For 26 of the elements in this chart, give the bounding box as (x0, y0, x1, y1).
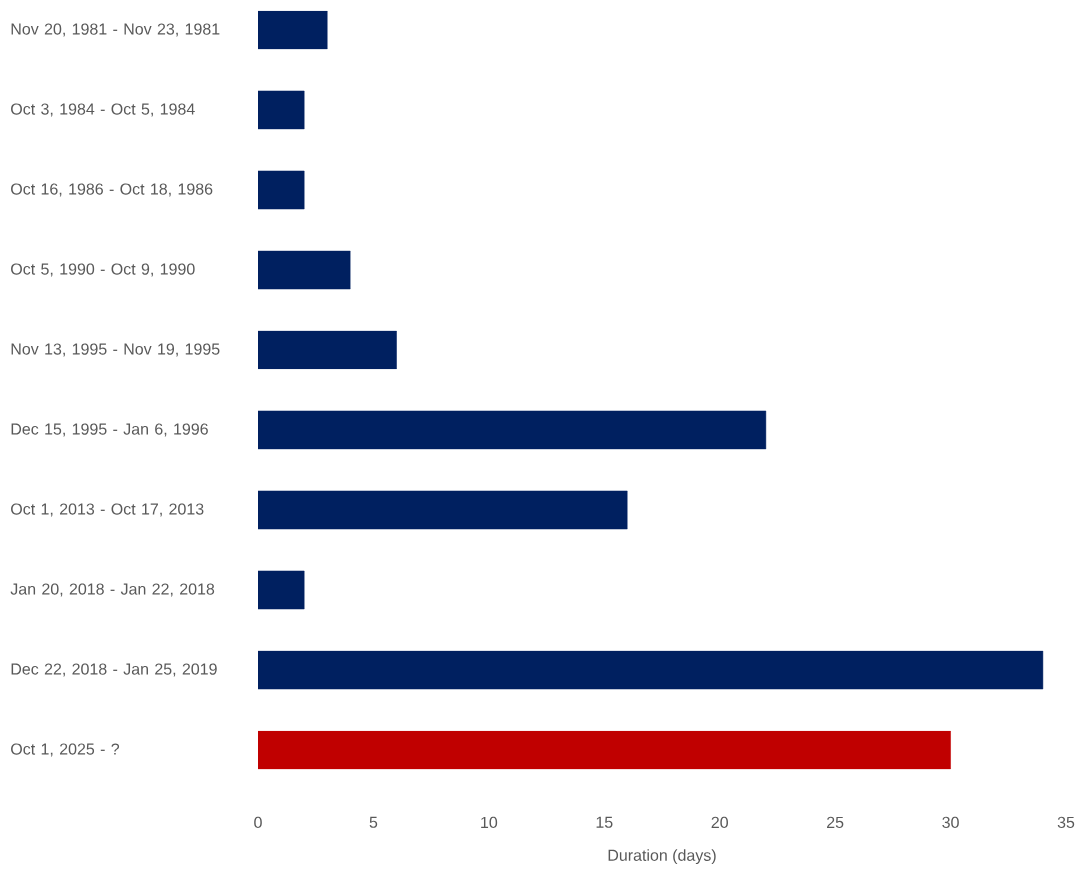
bar (258, 570, 305, 610)
y-tick-label: Oct 1, 2013 - Oct 17, 2013 (11, 503, 204, 517)
bar (258, 90, 305, 130)
y-tick-label: Dec 22, 2018 - Jan 25, 2019 (11, 663, 217, 677)
x-tick-label: 10 (481, 816, 498, 829)
x-tick-label: 20 (711, 816, 728, 829)
y-tick-label: Oct 3, 1984 - Oct 5, 1984 (11, 103, 195, 117)
bar (258, 10, 328, 50)
bar (258, 330, 397, 370)
y-tick-label: Oct 5, 1990 - Oct 9, 1990 (11, 263, 195, 277)
y-tick-label: Jan 20, 2018 - Jan 22, 2018 (10, 583, 215, 597)
x-tick-label: 0 (254, 816, 262, 829)
x-tick-label: 5 (369, 816, 378, 828)
bar (258, 730, 951, 770)
y-tick-label: Oct 16, 1986 - Oct 18, 1986 (11, 183, 213, 197)
y-tick-label: Nov 20, 1981 - Nov 23, 1981 (11, 23, 220, 37)
bar (258, 490, 628, 530)
x-tick-label: 30 (942, 816, 959, 829)
x-tick-label: 15 (596, 816, 613, 828)
x-axis-title: Duration (days) (608, 849, 716, 865)
x-tick-label: 25 (827, 816, 844, 829)
y-tick-label: Dec 15, 1995 - Jan 6, 1996 (11, 423, 208, 437)
y-tick-label: Oct 1, 2025 - ? (11, 743, 120, 757)
x-tick-label: 35 (1057, 816, 1075, 829)
bar (258, 170, 305, 210)
y-tick-label: Nov 13, 1995 - Nov 19, 1995 (11, 343, 220, 357)
